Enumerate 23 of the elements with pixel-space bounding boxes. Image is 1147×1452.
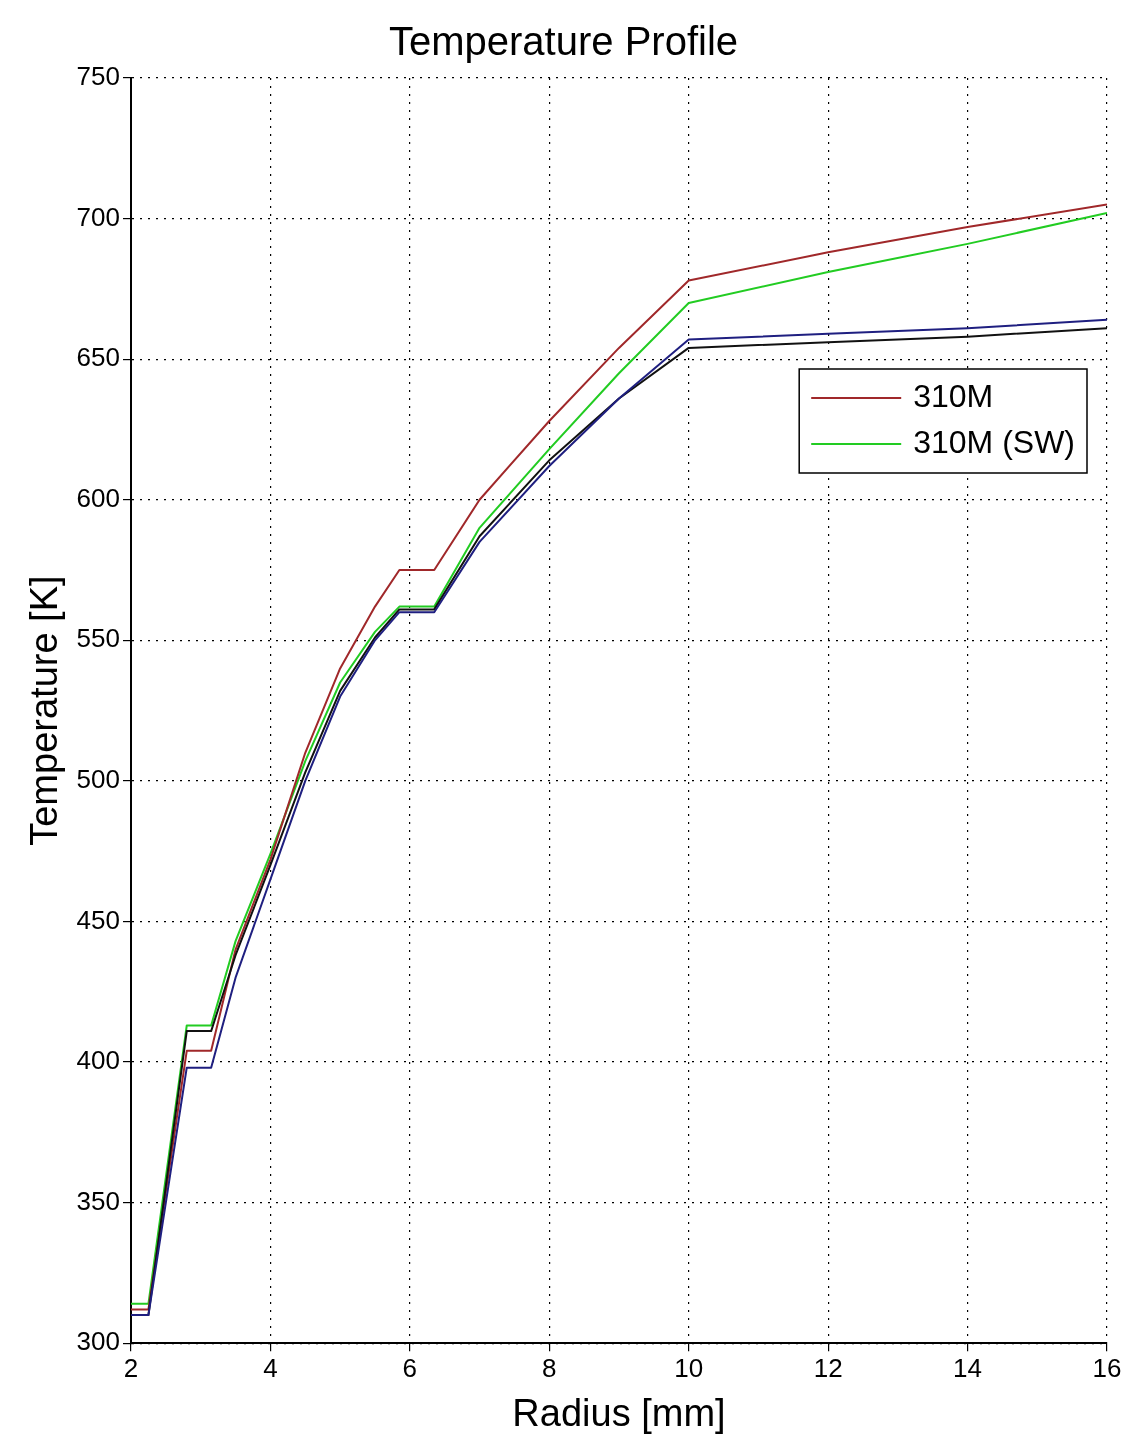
x-axis-title: Radius [mm] [512,1391,726,1434]
x-tick-label: 16 [1092,1352,1122,1383]
y-tick-label: 700 [76,201,120,232]
x-tick-label: 12 [813,1352,843,1383]
y-tick-label: 400 [76,1045,120,1076]
legend-label: 310M (SW) [913,423,1075,460]
legend-label: 310M [913,377,994,414]
y-tick-label: 350 [76,1185,120,1216]
x-tick-label: 4 [263,1352,278,1383]
y-tick-label: 550 [76,623,120,654]
chart-title: Temperature Profile [388,19,739,64]
y-tick-label: 650 [76,342,120,373]
x-tick-label: 14 [953,1352,983,1383]
y-tick-label: 600 [76,482,120,513]
y-tick-label: 450 [76,904,120,935]
x-tick-label: 2 [123,1352,139,1383]
x-tick-label: 6 [402,1352,418,1383]
y-tick-label: 750 [76,61,120,92]
y-tick-label: 300 [76,1326,120,1357]
x-tick-label: 10 [674,1352,704,1383]
x-tick-label: 8 [542,1352,557,1383]
y-tick-label: 500 [76,764,120,795]
y-axis-title: Temperature [K] [23,575,66,846]
